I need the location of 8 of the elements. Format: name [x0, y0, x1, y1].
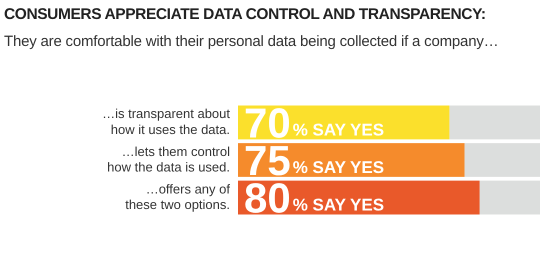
y-tick-label: …is transparent about how it uses the data. [102, 106, 230, 137]
bar [480, 180, 540, 215]
chart-title: CONSUMERS APPRECIATE DATA CONTROL AND TRANSPARENCY: [4, 6, 486, 24]
bar [464, 143, 540, 177]
bar [449, 105, 540, 140]
chart-subtitle: They are comfortable with their personal data being collected if a company… [4, 33, 498, 50]
y-tick-label: …offers any of these two options. [125, 181, 230, 212]
y-tick-label: …lets them control how the data is used. [107, 144, 230, 174]
